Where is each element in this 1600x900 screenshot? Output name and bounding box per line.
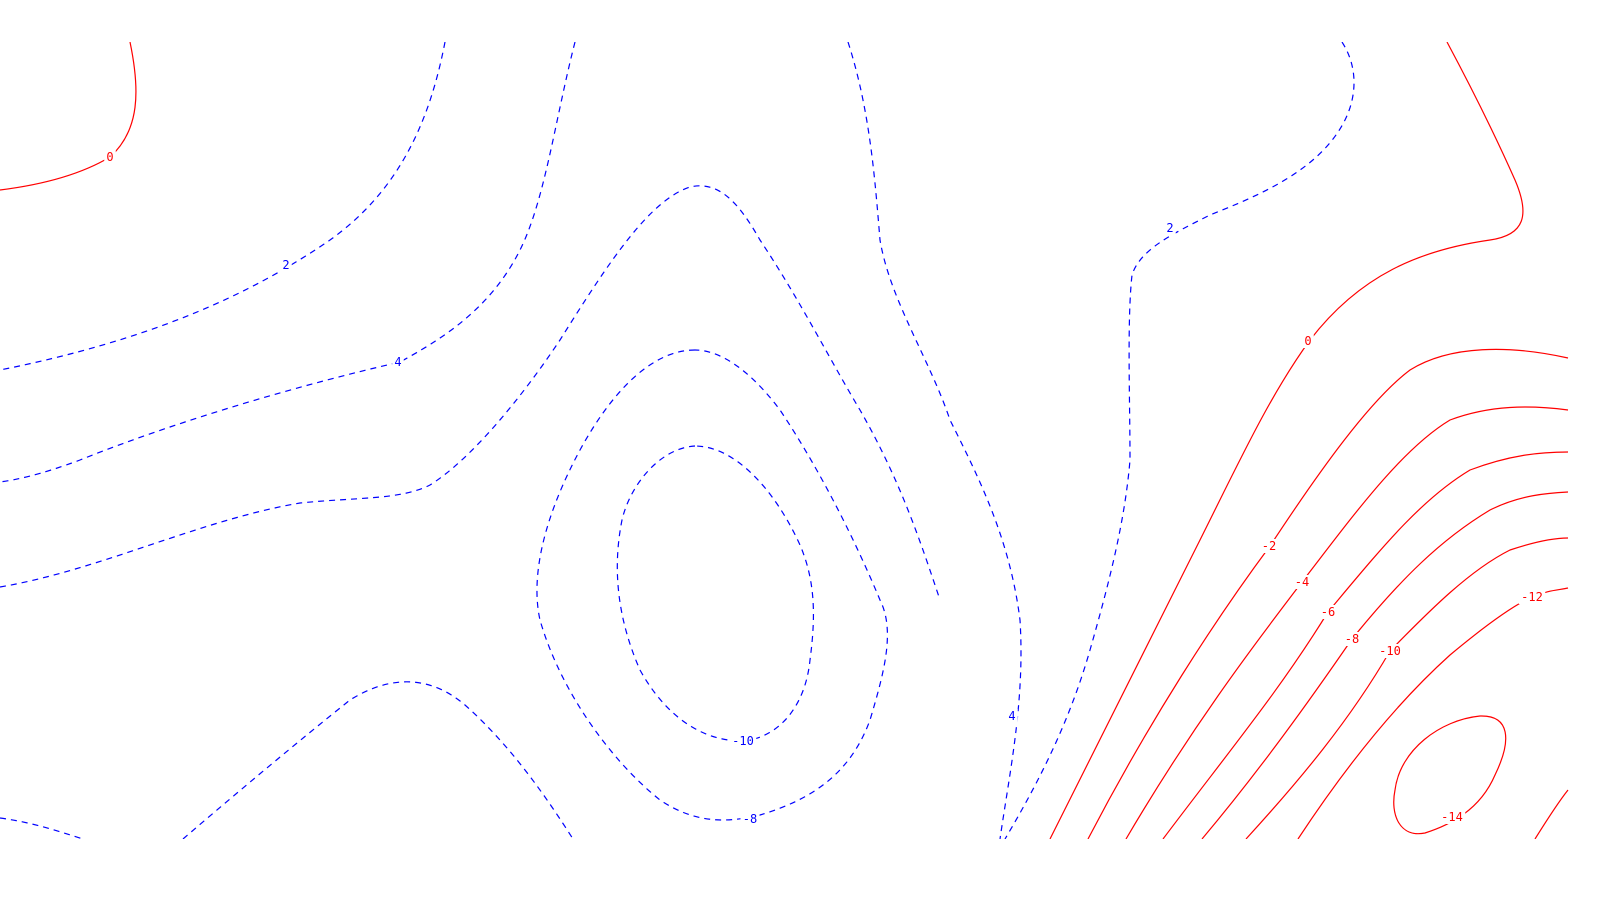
contour-line-neg2-right xyxy=(1004,42,1355,839)
contour-label-bg xyxy=(1259,539,1279,553)
contour-label-bg xyxy=(1318,605,1338,619)
contour-label-8: -8 xyxy=(1345,632,1359,646)
contour-label-bg xyxy=(1292,575,1312,589)
contour-label-neg10: -10 xyxy=(732,734,754,748)
contour-label-bg xyxy=(1164,221,1176,235)
contour-line-neg8 xyxy=(536,349,889,821)
contour-line-14 xyxy=(1393,715,1569,839)
contour-label-neg4-mid: 4 xyxy=(1008,709,1015,723)
contour-line-6 xyxy=(1162,451,1569,839)
contour-line-2 xyxy=(1087,348,1569,839)
contour-line-12 xyxy=(1297,587,1569,839)
contour-label-bg xyxy=(1006,709,1018,723)
contour-label-bg xyxy=(740,812,760,826)
contour-line-neg2-left xyxy=(0,42,446,371)
contour-line-neg4-lower xyxy=(182,681,574,839)
contour-label-0-right: 0 xyxy=(1304,334,1311,348)
contour-line-8 xyxy=(1201,491,1569,839)
contour-label-bg xyxy=(1518,590,1546,604)
contour-label-0-topleft: 0 xyxy=(106,150,113,164)
contour-label-bg xyxy=(392,355,404,369)
contour-label-neg4-left: 4 xyxy=(394,355,401,369)
contour-line-10 xyxy=(1245,537,1569,839)
contour-label-bg xyxy=(1342,632,1362,646)
contour-label-10: -10 xyxy=(1379,644,1401,658)
contour-line-neg6-bottom xyxy=(0,817,84,839)
contour-line-neg4-left xyxy=(0,42,576,483)
contour-label-6: -6 xyxy=(1321,605,1335,619)
contour-label-neg2-right: 2 xyxy=(1166,221,1173,235)
contour-label-4: -4 xyxy=(1295,575,1309,589)
contour-line-neg4-mid xyxy=(847,42,1022,839)
contour-label-neg8: -8 xyxy=(743,812,757,826)
contour-label-bg xyxy=(1438,810,1466,824)
contour-line-neg10 xyxy=(616,445,815,742)
contour-label-2: -2 xyxy=(1262,539,1276,553)
contour-label-bg xyxy=(1376,644,1404,658)
contour-label-12: -12 xyxy=(1521,590,1543,604)
contour-label-bg xyxy=(1302,334,1314,348)
contour-label-14: -14 xyxy=(1441,810,1463,824)
contour-label-bg xyxy=(280,258,292,272)
contour-label-bg xyxy=(729,734,757,748)
contour-line-4 xyxy=(1125,406,1569,839)
contour-label-neg2-left: 2 xyxy=(282,258,289,272)
contour-line-0-topleft xyxy=(0,42,137,191)
contour-line-neg6-left xyxy=(0,185,941,601)
contour-label-bg xyxy=(104,150,116,164)
contour-line-0-right xyxy=(1049,42,1524,839)
